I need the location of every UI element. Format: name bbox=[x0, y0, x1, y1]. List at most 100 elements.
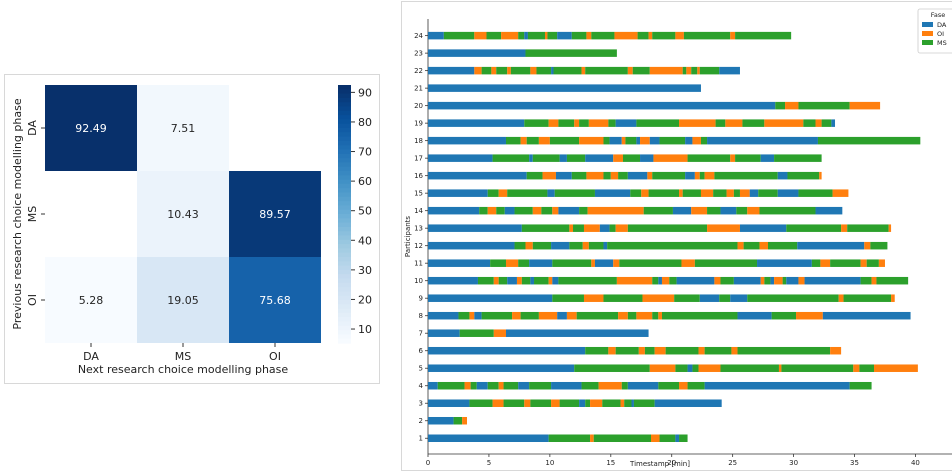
x-tick-label: 30 bbox=[789, 459, 798, 467]
timeline-segment bbox=[514, 206, 533, 215]
timeline-segment bbox=[798, 189, 833, 197]
x-tick-label: 5 bbox=[487, 459, 491, 467]
timeline-segment bbox=[679, 434, 688, 442]
timeline-segment bbox=[529, 381, 552, 390]
timeline-segment bbox=[526, 171, 543, 180]
y-axis-label: Participants bbox=[404, 216, 412, 257]
timeline-segment bbox=[474, 31, 487, 40]
timeline-segment bbox=[720, 276, 734, 285]
timeline-segment bbox=[428, 434, 549, 442]
timeline-segment bbox=[785, 101, 799, 110]
colorbar-step bbox=[338, 123, 351, 129]
timeline-segment bbox=[428, 224, 522, 232]
timeline-segment bbox=[672, 206, 692, 215]
heatmap-cell bbox=[229, 257, 321, 343]
timeline-segment bbox=[681, 259, 695, 267]
timeline-segment bbox=[737, 311, 772, 320]
timeline-segment bbox=[694, 259, 758, 267]
colorbar-step bbox=[338, 209, 351, 215]
timeline-segment bbox=[505, 329, 649, 337]
timeline-segment bbox=[598, 381, 622, 390]
timeline-segment bbox=[649, 136, 660, 145]
timeline-segment bbox=[798, 101, 850, 110]
participant-label: 20 bbox=[414, 102, 423, 110]
colorbar-step bbox=[338, 218, 351, 224]
timeline-segment bbox=[811, 259, 821, 267]
timeline-segment bbox=[759, 241, 768, 250]
timeline-segment bbox=[428, 311, 459, 320]
timeline-segment bbox=[558, 276, 617, 285]
timeline-segment bbox=[682, 189, 701, 197]
timeline-segment bbox=[871, 276, 877, 285]
colorbar-step bbox=[338, 300, 351, 305]
timeline-segment bbox=[538, 311, 558, 320]
colorbar-tick-label: 60 bbox=[358, 175, 372, 188]
colorbar-step bbox=[338, 282, 351, 288]
timeline-segment bbox=[579, 399, 586, 407]
timeline-segment bbox=[632, 66, 650, 75]
timeline-segment bbox=[608, 119, 616, 127]
timeline-segment bbox=[490, 259, 506, 267]
timeline-segment bbox=[652, 31, 676, 40]
timeline-segment bbox=[659, 434, 676, 442]
timeline-segment bbox=[583, 224, 600, 232]
timeline-segment bbox=[574, 119, 580, 127]
timeline-segment bbox=[587, 206, 644, 215]
heatmap-cell bbox=[137, 257, 229, 343]
colorbar-step bbox=[338, 269, 351, 275]
timeline-segment bbox=[609, 224, 616, 232]
timeline-segment bbox=[726, 189, 734, 197]
timeline-segment bbox=[764, 276, 771, 285]
heatmap-cell bbox=[137, 171, 229, 257]
participant-label: 6 bbox=[419, 347, 424, 355]
timeline-segment bbox=[647, 171, 653, 180]
timeline-segment bbox=[493, 276, 499, 285]
timeline-segment bbox=[619, 259, 682, 267]
timeline-segment bbox=[610, 171, 619, 180]
timeline-segment bbox=[777, 189, 799, 197]
colorbar-step bbox=[338, 110, 351, 116]
timeline-segment bbox=[743, 241, 760, 250]
colorbar-step bbox=[338, 89, 351, 95]
colorbar-step bbox=[338, 196, 351, 202]
timeline-segment bbox=[707, 206, 721, 215]
timeline-segment bbox=[760, 154, 775, 162]
participant-label: 21 bbox=[414, 85, 423, 93]
timeline-segment bbox=[428, 259, 491, 267]
timeline-segment bbox=[510, 66, 531, 75]
timeline-segment bbox=[822, 311, 911, 320]
timeline-segment bbox=[636, 119, 680, 127]
timeline-segment bbox=[675, 364, 688, 372]
y-tick-label: OI bbox=[26, 294, 39, 306]
timeline-segment bbox=[527, 31, 545, 40]
timeline-segment bbox=[736, 206, 748, 215]
timeline-segment bbox=[652, 171, 686, 180]
colorbar-step bbox=[338, 330, 351, 335]
timeline-segment bbox=[591, 259, 595, 267]
timeline-segment bbox=[640, 136, 650, 145]
timeline-segment bbox=[798, 276, 805, 285]
timeline-segment bbox=[876, 276, 909, 285]
colorbar-tick-label: 90 bbox=[358, 86, 372, 99]
timeline-segment bbox=[491, 66, 497, 75]
timeline-segment bbox=[544, 31, 548, 40]
timeline-segment bbox=[864, 241, 871, 250]
colorbar-step bbox=[338, 325, 351, 331]
timeline-segment bbox=[733, 276, 761, 285]
timeline-segment bbox=[524, 119, 549, 127]
colorbar-step bbox=[338, 201, 351, 206]
participant-label: 4 bbox=[419, 382, 424, 390]
timeline-segment bbox=[555, 171, 572, 180]
participant-label: 16 bbox=[414, 172, 423, 180]
timeline-segment bbox=[700, 189, 714, 197]
colorbar-step bbox=[338, 291, 351, 297]
timeline-segment bbox=[621, 136, 626, 145]
timeline-segment bbox=[874, 364, 918, 372]
colorbar-step bbox=[338, 158, 351, 163]
timeline-segment bbox=[579, 136, 604, 145]
timeline-segment bbox=[640, 154, 654, 162]
timeline-segment bbox=[797, 241, 865, 250]
timeline-segment bbox=[737, 241, 744, 250]
heatmap-cell bbox=[137, 85, 229, 171]
heatmap-cell-label: 10.43 bbox=[167, 208, 199, 221]
